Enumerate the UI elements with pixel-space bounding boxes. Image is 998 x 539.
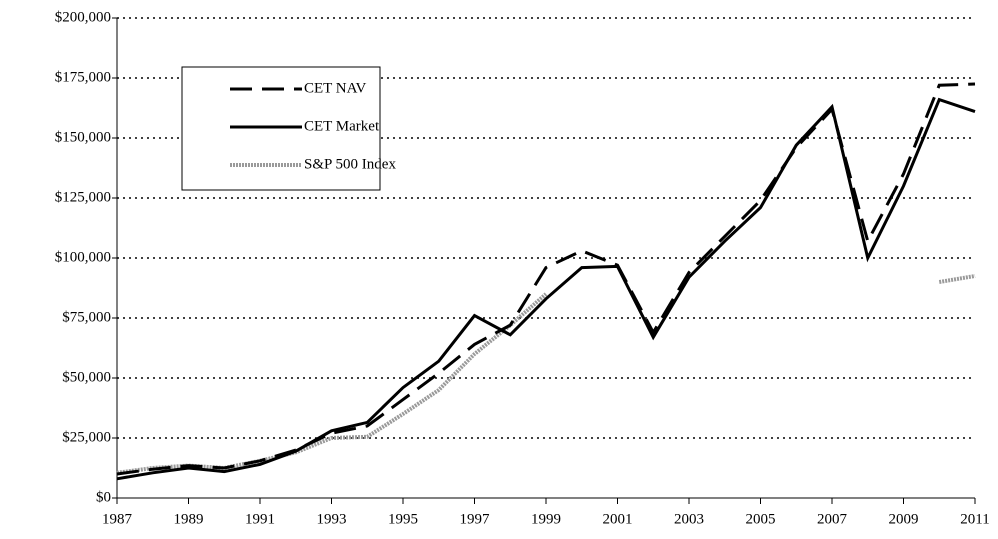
y-tick-label: $25,000 [62,429,111,445]
y-tick-label: $0 [96,489,111,505]
y-tick-label: $200,000 [55,9,111,25]
y-tick-label: $75,000 [62,309,111,325]
x-tick-label: 1997 [460,511,491,527]
x-tick-label: 2003 [674,511,704,527]
legend-label: CET Market [304,118,380,134]
x-tick-label: 2009 [889,511,919,527]
y-tick-label: $175,000 [55,69,111,85]
x-tick-label: 1995 [388,511,418,527]
x-tick-label: 2001 [603,511,633,527]
y-tick-label: $150,000 [55,129,111,145]
x-tick-label: 2011 [960,511,989,527]
legend-label: S&P 500 Index [304,156,396,172]
x-tick-label: 1991 [245,511,275,527]
y-tick-label: $125,000 [55,189,111,205]
series-line [116,97,976,481]
series-line [116,274,976,475]
legend-label: CET NAV [304,80,367,96]
y-tick-label: $50,000 [62,369,111,385]
x-tick-label: 2005 [746,511,776,527]
x-tick-label: 1989 [174,511,204,527]
x-tick-label: 1999 [531,511,561,527]
x-tick-label: 1987 [102,511,133,527]
x-tick-label: 1993 [317,511,347,527]
x-tick-label: 2007 [817,511,848,527]
y-tick-label: $100,000 [55,249,111,265]
